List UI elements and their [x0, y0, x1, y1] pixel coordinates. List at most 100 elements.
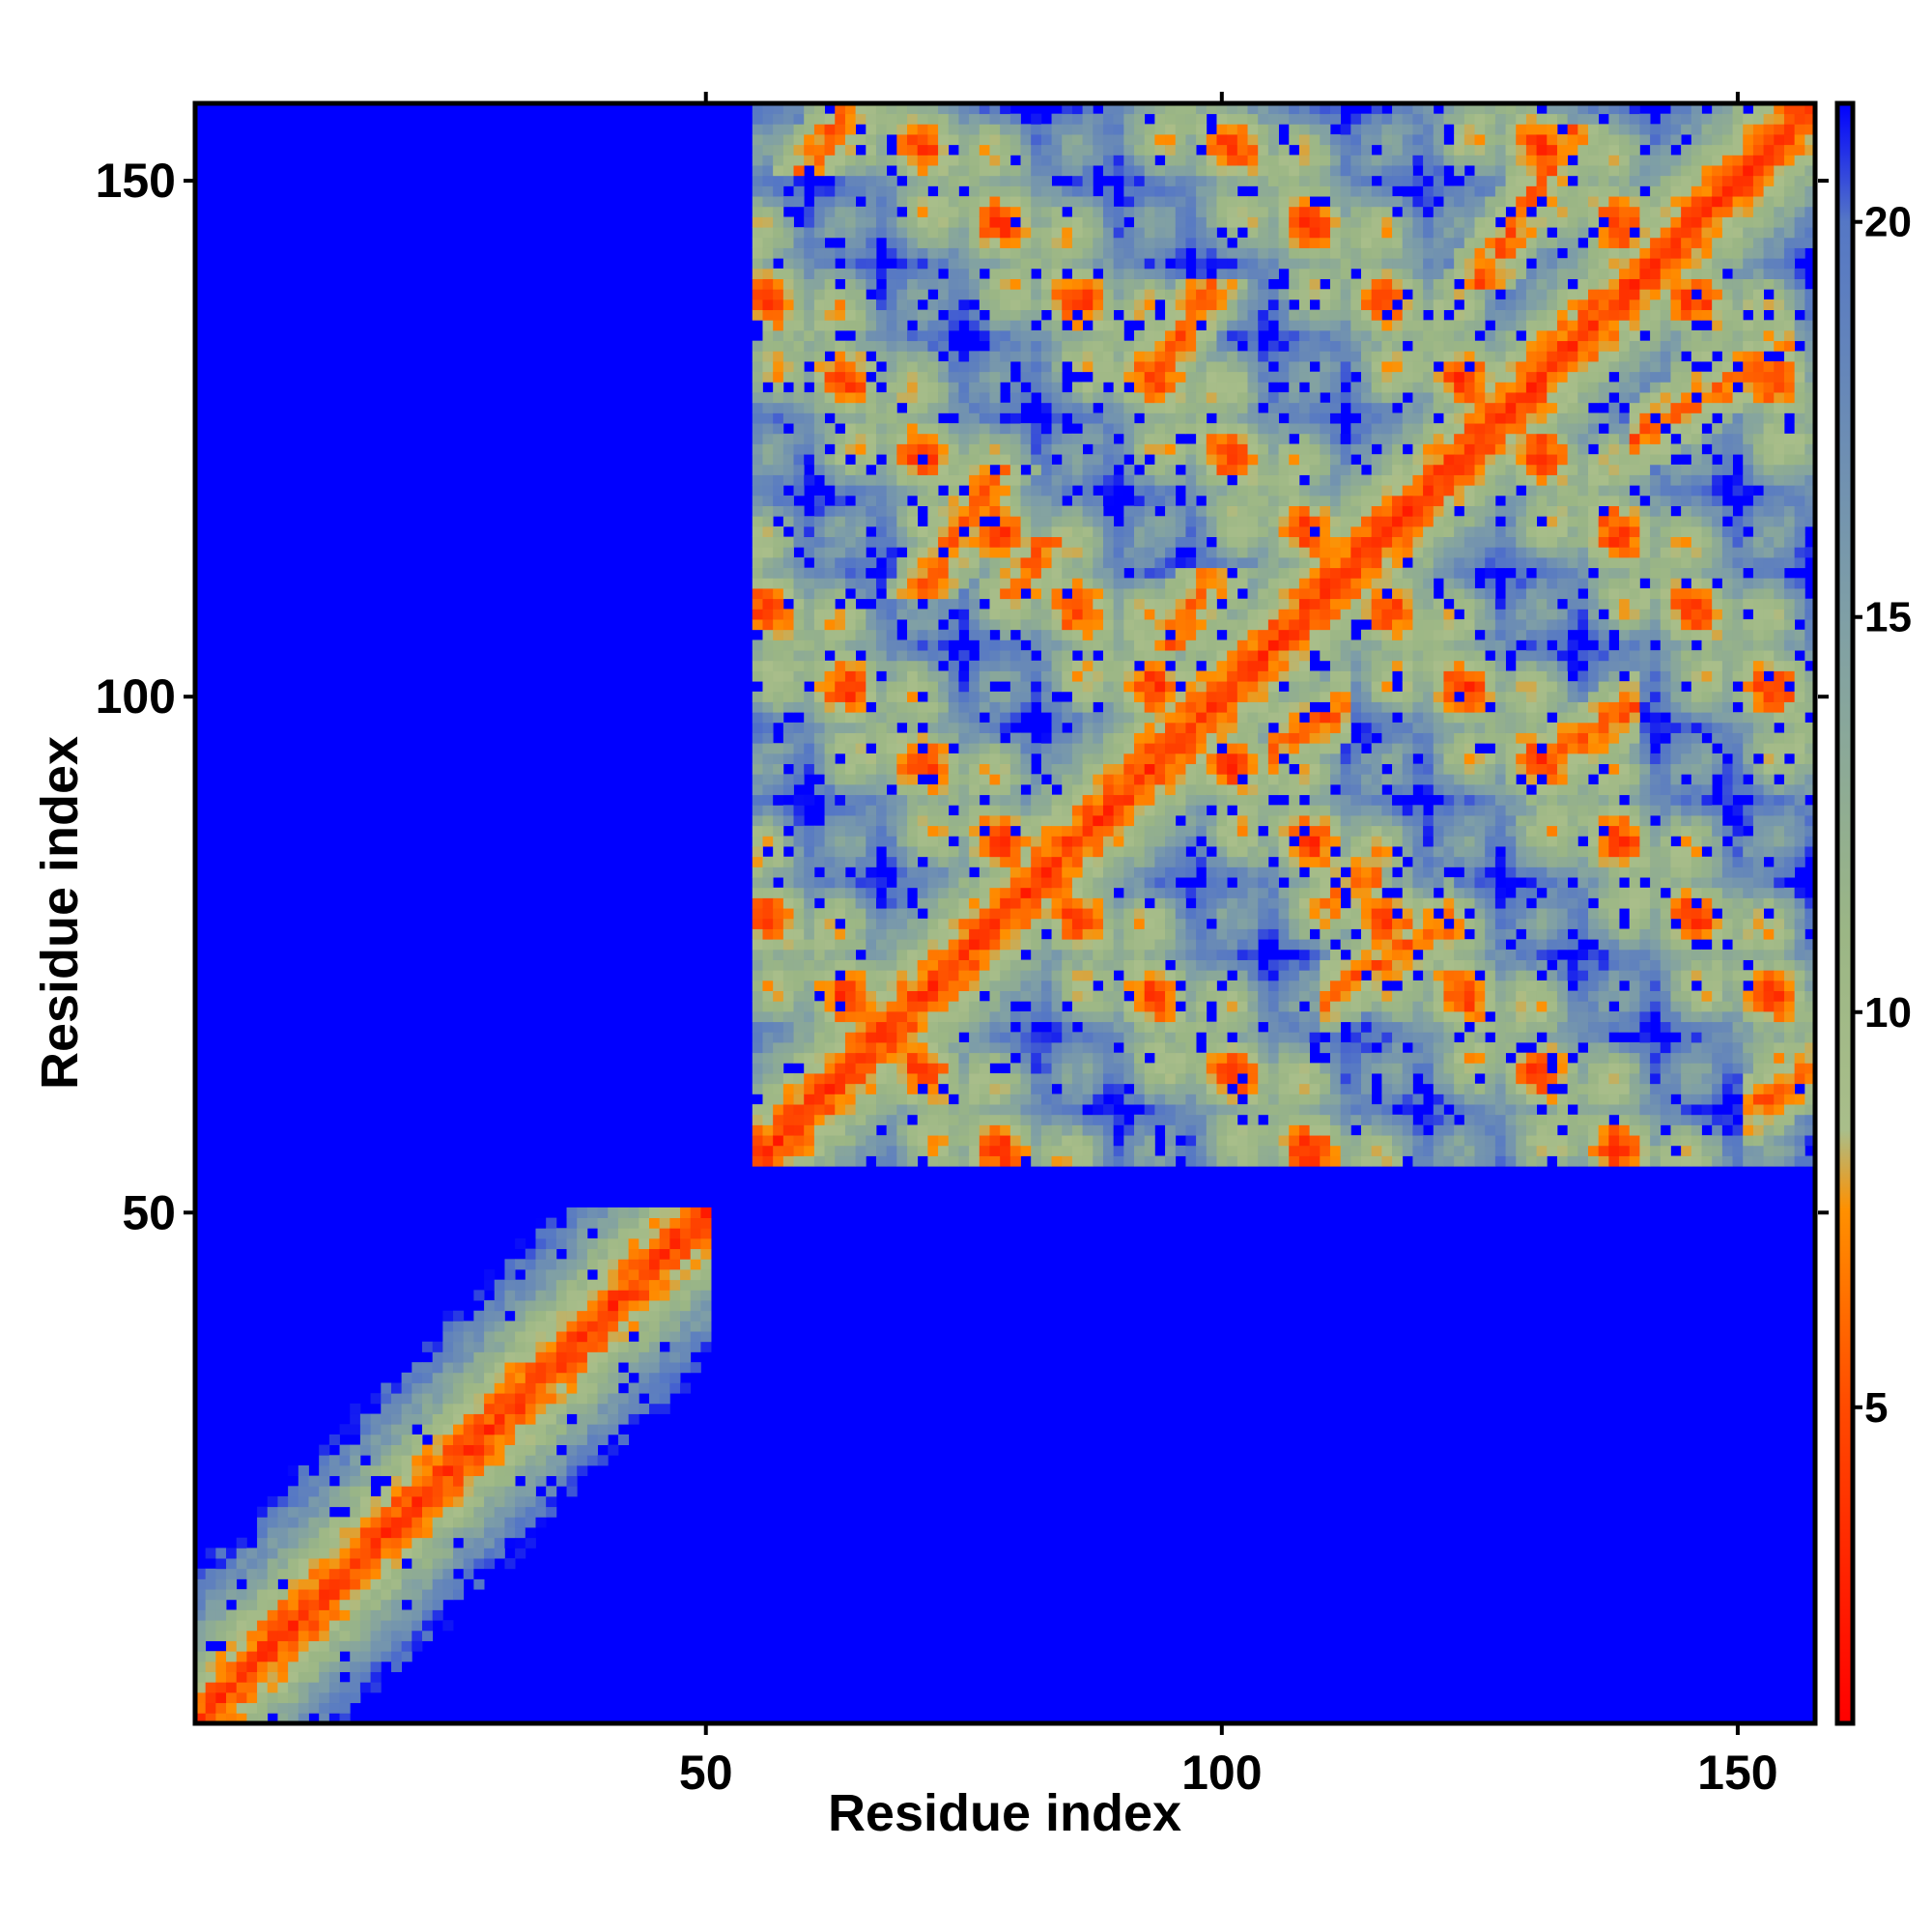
heatmap-cell: [1020, 1021, 1032, 1033]
heatmap-cell: [804, 629, 815, 640]
heatmap-cell: [1144, 877, 1155, 889]
heatmap-cell: [875, 392, 888, 404]
heatmap-cell: [927, 1145, 939, 1156]
heatmap-cell: [866, 278, 877, 290]
heatmap-cell: [1123, 670, 1135, 682]
heatmap-cell: [866, 578, 877, 589]
heatmap-cell: [1144, 670, 1155, 682]
heatmap-cell: [782, 1114, 794, 1125]
heatmap-cell: [288, 1578, 299, 1590]
heatmap-cell: [752, 897, 763, 909]
heatmap-cell: [1000, 578, 1011, 589]
heatmap-cell: [1062, 763, 1073, 775]
heatmap-cell: [793, 289, 805, 300]
heatmap-cell: [381, 1620, 392, 1632]
heatmap-cell: [969, 412, 980, 424]
heatmap-cell: [886, 361, 897, 373]
heatmap-cell: [896, 588, 908, 600]
heatmap-cell: [752, 144, 763, 156]
heatmap-cell: [298, 1475, 309, 1487]
heatmap-cell: [628, 1393, 639, 1405]
heatmap-cell: [1009, 856, 1021, 867]
heatmap-cell: [1082, 185, 1094, 197]
heatmap-cell: [875, 227, 888, 239]
heatmap-cell: [1020, 660, 1032, 671]
heatmap-cell: [835, 783, 846, 796]
heatmap-cell: [813, 382, 825, 393]
heatmap-cell: [844, 412, 857, 424]
heatmap-cell: [875, 175, 888, 186]
heatmap-cell: [886, 1135, 897, 1147]
heatmap-cell: [896, 340, 908, 352]
heatmap-cell: [195, 1651, 207, 1662]
heatmap-cell: [886, 805, 897, 816]
heatmap-cell: [298, 1548, 309, 1559]
heatmap-cell: [793, 815, 805, 827]
heatmap-cell: [401, 1382, 412, 1394]
heatmap-cell: [824, 433, 836, 444]
heatmap-cell: [442, 1506, 454, 1518]
heatmap-cell: [277, 1651, 289, 1662]
heatmap-cell: [205, 1630, 216, 1641]
heatmap-cell: [494, 1351, 505, 1363]
heatmap-cell: [907, 227, 919, 239]
heatmap-cell: [907, 836, 919, 847]
heatmap-cell: [958, 959, 970, 971]
heatmap-cell: [308, 1671, 320, 1683]
heatmap-cell: [969, 1083, 980, 1094]
heatmap-cell: [1144, 206, 1155, 217]
heatmap-cell: [1000, 329, 1011, 342]
heatmap-cell: [494, 1537, 505, 1548]
heatmap-cell: [958, 598, 970, 610]
heatmap-cell: [1009, 1073, 1021, 1085]
heatmap-cell: [1134, 454, 1146, 466]
heatmap-cell: [1093, 289, 1104, 300]
heatmap-cell: [969, 516, 980, 527]
heatmap-cell: [484, 1269, 496, 1281]
heatmap-cell: [948, 402, 959, 413]
heatmap-cell: [804, 402, 815, 413]
heatmap-cell: [1113, 298, 1124, 311]
heatmap-cell: [1154, 887, 1166, 898]
heatmap-cell: [412, 1548, 423, 1559]
heatmap-cell: [1031, 939, 1042, 951]
heatmap-cell: [205, 1589, 216, 1601]
heatmap-cell: [958, 794, 970, 806]
heatmap-cell: [1051, 309, 1063, 321]
heatmap-cell: [782, 196, 794, 208]
heatmap-cell: [948, 846, 959, 858]
heatmap-cell: [989, 155, 1001, 166]
heatmap-cell: [1020, 361, 1032, 373]
heatmap-cell: [442, 1568, 454, 1579]
heatmap-cell: [566, 1486, 578, 1497]
heatmap-cell: [1031, 743, 1042, 754]
heatmap-cell: [1009, 743, 1021, 754]
heatmap-cell: [1040, 298, 1052, 311]
heatmap-cell: [442, 1351, 454, 1363]
heatmap-cell: [886, 402, 897, 413]
heatmap-cell: [700, 1321, 712, 1332]
heatmap-cell: [546, 1434, 557, 1445]
heatmap-cell: [896, 1073, 908, 1085]
heatmap-cell: [1031, 526, 1042, 538]
heatmap-cell: [1165, 774, 1177, 785]
heatmap-cell: [958, 588, 970, 600]
heatmap-cell: [412, 1640, 423, 1652]
heatmap-cell: [793, 485, 805, 497]
heatmap-cell: [412, 1527, 423, 1539]
heatmap-cell: [1031, 691, 1042, 702]
heatmap-cell: [938, 495, 950, 506]
heatmap-cell: [546, 1237, 557, 1250]
heatmap-cell: [1113, 1052, 1124, 1064]
heatmap-cell: [866, 268, 877, 279]
heatmap-cell: [804, 650, 815, 662]
heatmap-cell: [989, 753, 1001, 765]
heatmap-cell: [484, 1568, 496, 1579]
heatmap-cell: [236, 1537, 247, 1548]
heatmap-cell: [824, 556, 836, 569]
heatmap-cell: [515, 1517, 526, 1528]
heatmap-cell: [813, 732, 825, 744]
heatmap-cell: [308, 1568, 320, 1579]
heatmap-cell: [1113, 722, 1124, 733]
heatmap-cell: [1082, 474, 1094, 486]
